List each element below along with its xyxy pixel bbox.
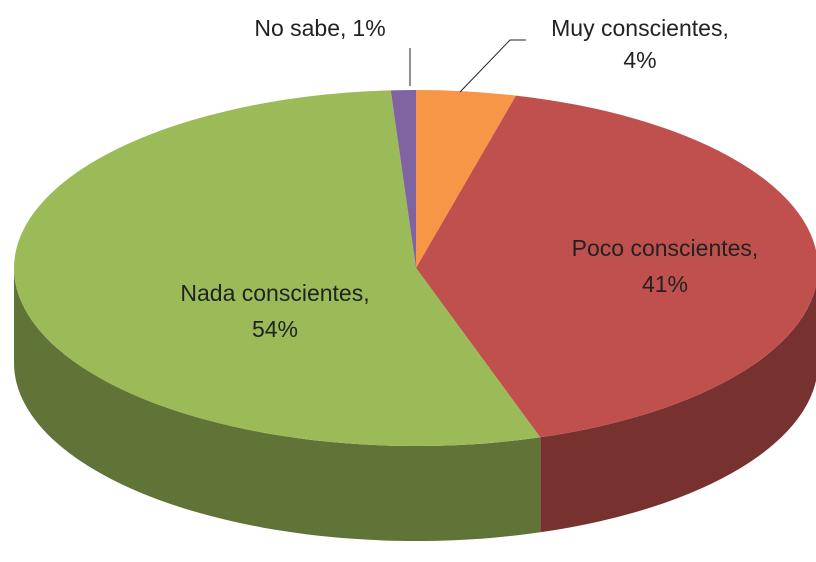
category-label: Nada conscientes,: [180, 280, 369, 306]
slice-side: [14, 268, 541, 541]
category-label: Muy conscientes,: [551, 15, 729, 41]
leader-line: [459, 39, 526, 93]
slice: [390, 90, 416, 268]
value-label: 54%: [252, 316, 298, 342]
data-label: No sabe, 1%: [254, 15, 385, 41]
slice: [416, 90, 516, 268]
category-label: Poco conscientes,: [572, 235, 759, 261]
category-label: No sabe,: [254, 15, 346, 41]
value-label: 1%: [352, 15, 385, 41]
slice: [416, 95, 816, 438]
slice: [14, 90, 541, 446]
value-label: 4%: [623, 47, 656, 73]
slice-side: [540, 285, 816, 533]
value-label: 41%: [642, 271, 688, 297]
